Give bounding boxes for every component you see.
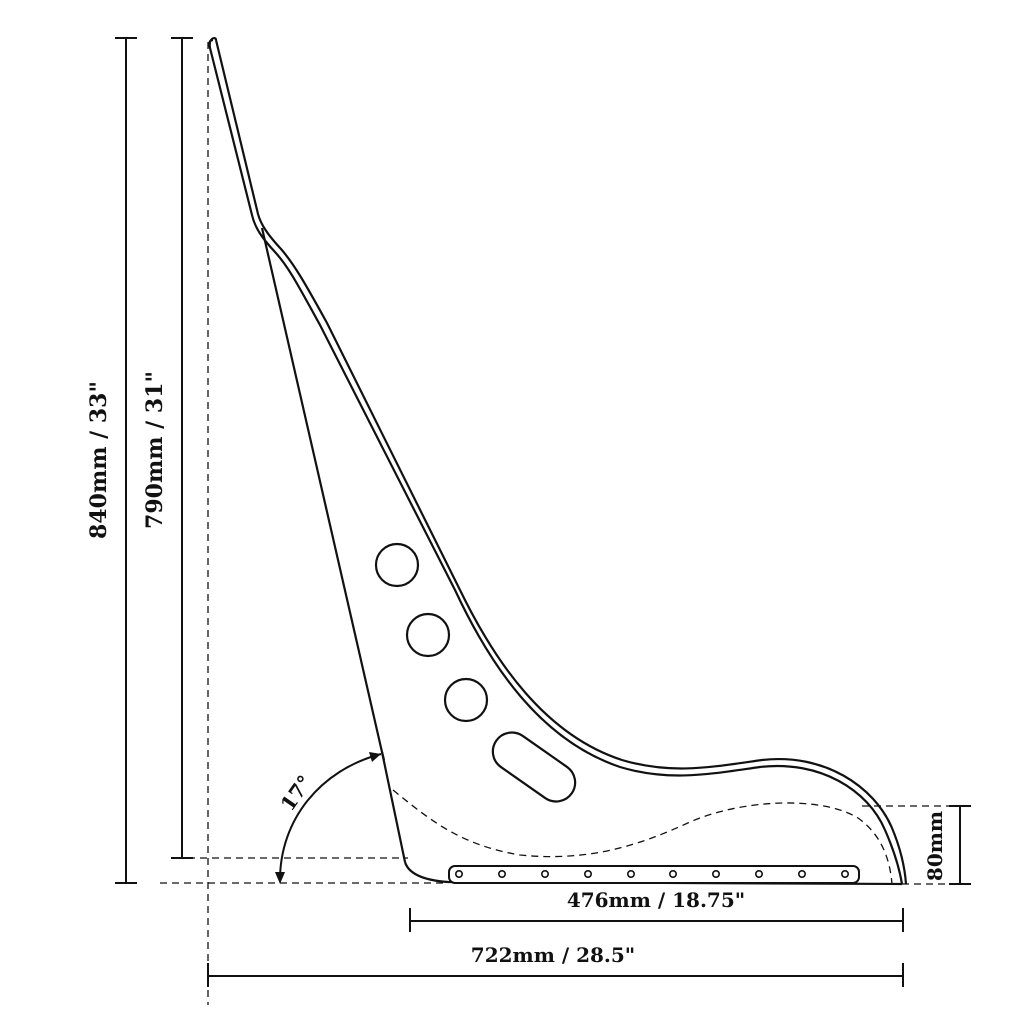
- hole-circle: [405, 612, 451, 658]
- mounting-hole: [797, 869, 806, 878]
- mounting-hole: [840, 869, 849, 878]
- mounting-hole: [754, 869, 763, 878]
- mounting-hole: [583, 869, 592, 878]
- overall-length-label: 722mm / 28.5": [471, 943, 635, 967]
- base-length-label: 476mm / 18.75": [567, 888, 745, 912]
- mounting-rail: [448, 865, 860, 884]
- lightening-holes: [374, 542, 577, 803]
- mounting-hole: [668, 869, 677, 878]
- mounting-hole: [497, 869, 506, 878]
- back-height-label: 790mm / 31": [142, 371, 168, 529]
- mounting-hole: [711, 869, 720, 878]
- mounting-holes: [454, 869, 849, 878]
- hole-circle: [443, 677, 489, 723]
- mounting-hole: [540, 869, 549, 878]
- mounting-hole: [454, 869, 463, 878]
- arrowheads: [275, 752, 381, 884]
- mounting-hole: [626, 869, 635, 878]
- dimension-lines: [115, 37, 971, 987]
- side-height-label: 80mm: [923, 811, 947, 881]
- seat-shell-outline: [208, 37, 908, 886]
- hole-circle: [374, 542, 420, 588]
- recline-angle-label: 17°: [276, 771, 317, 816]
- hole-slot: [491, 731, 577, 803]
- extension-lines: [160, 42, 964, 1005]
- angle-arc: [279, 753, 382, 881]
- hidden-contour: [392, 789, 893, 885]
- overall-height-label: 840mm / 33": [86, 381, 112, 539]
